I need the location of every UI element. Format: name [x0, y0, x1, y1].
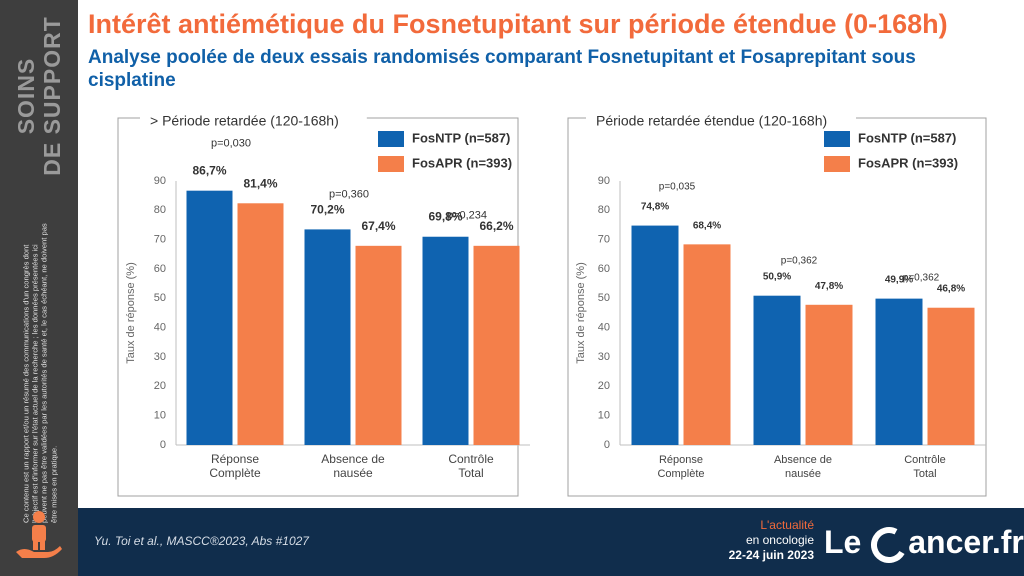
legend-label: FosAPR (n=393) — [412, 155, 512, 170]
x-tick-label: Complète — [209, 466, 261, 480]
sidebar: SOINS DE SUPPORT Ce contenu est un rappo… — [0, 0, 78, 576]
y-tick-label: 0 — [160, 439, 166, 451]
bar — [473, 245, 520, 445]
p-value-label: p=0,362 — [781, 256, 818, 267]
y-axis-label: Taux de réponse (%) — [575, 262, 587, 364]
data-label: 70,2% — [310, 202, 344, 216]
y-tick-label: 40 — [154, 322, 166, 334]
bar — [927, 307, 975, 445]
chart-panel-left: > Période retardée (120-168h) 0 10 20 30 40 50… — [117, 113, 530, 497]
charts-area: > Période retardée (120-168h) 0 10 20 30 40 50… — [117, 113, 987, 497]
citation: Yu. Toi et al., MASCC®2023, Abs #1027 — [94, 534, 309, 548]
legend-label: FosNTP (n=587) — [412, 130, 510, 145]
x-tick-label: nausée — [785, 468, 821, 480]
p-value-label: p=0,360 — [329, 188, 369, 200]
lecancer-logo[interactable]: Le ancer.fr — [824, 518, 1024, 566]
event-info: L'actualité en oncologie 22-24 juin 2023 — [729, 518, 814, 563]
x-tick-label: Total — [458, 466, 483, 480]
x-tick-label: Réponse — [211, 452, 259, 466]
x-tick-label: Complète — [657, 468, 704, 480]
chart-frame — [567, 117, 987, 497]
y-tick-label: 60 — [598, 263, 610, 275]
y-tick-label: 70 — [154, 234, 166, 246]
y-tick-label: 50 — [598, 292, 610, 304]
y-tick-label: 30 — [598, 351, 610, 363]
bar — [875, 298, 923, 445]
chart-panel-right: Période retardée étendue (120-168h) 0 10 20… — [567, 113, 987, 497]
data-label: 50,9% — [763, 272, 791, 283]
hand-person-icon — [16, 511, 62, 558]
p-value-label: p=0,030 — [211, 138, 251, 150]
x-tick-label: Réponse — [659, 454, 703, 466]
x-tick-label: nausée — [333, 466, 373, 480]
event-line1: L'actualité — [760, 518, 814, 532]
data-label: 47,8% — [815, 281, 843, 292]
data-label: 46,8% — [937, 284, 965, 295]
data-label: 66,2% — [479, 219, 513, 233]
bar — [683, 244, 731, 445]
y-tick-label: 70 — [598, 234, 610, 246]
x-tick-label: Contrôle — [904, 454, 946, 466]
event-line2: en oncologie — [745, 533, 814, 547]
y-tick-label: 90 — [598, 175, 610, 187]
y-tick-label: 80 — [598, 204, 610, 216]
logo-prefix: Le — [824, 524, 862, 560]
y-tick-label: 20 — [598, 380, 610, 392]
y-axis-label: Taux de réponse (%) — [125, 262, 137, 364]
x-tick-label: Contrôle — [448, 452, 494, 466]
bar — [631, 225, 679, 445]
bar — [753, 295, 801, 445]
footer: Yu. Toi et al., MASCC®2023, Abs #1027 L'… — [78, 508, 1024, 576]
data-label: 74,8% — [641, 202, 669, 213]
data-label: 86,7% — [192, 164, 226, 178]
data-label: 69,8% — [428, 210, 462, 224]
chart-frame — [117, 117, 519, 497]
legend-label: FosNTP (n=587) — [858, 130, 956, 145]
bar — [304, 229, 351, 445]
bar — [422, 236, 469, 445]
y-tick-label: 30 — [154, 351, 166, 363]
y-tick-label: 20 — [154, 380, 166, 392]
data-label: 49,9% — [885, 275, 913, 286]
data-label: 68,4% — [693, 220, 721, 231]
logo-ring-icon — [871, 526, 908, 563]
chart-title: Période retardée étendue (120-168h) — [596, 113, 827, 129]
bar — [805, 304, 853, 445]
legend-label: FosAPR (n=393) — [858, 155, 958, 170]
y-tick-label: 80 — [154, 204, 166, 216]
legend-swatch — [378, 131, 404, 147]
p-value-label: p=0,362 — [903, 273, 940, 284]
x-tick-label: Absence de — [321, 452, 385, 466]
y-tick-label: 60 — [154, 263, 166, 275]
bar — [355, 245, 402, 445]
p-value-label: p=0,035 — [659, 182, 696, 193]
logo-suffix: ancer.fr — [908, 524, 1024, 560]
legend-swatch — [824, 131, 850, 147]
x-tick-label: Total — [913, 468, 936, 480]
legend-swatch — [378, 156, 404, 172]
y-tick-label: 0 — [604, 439, 610, 451]
legend-swatch — [824, 156, 850, 172]
bar — [186, 190, 233, 445]
y-tick-label: 10 — [598, 410, 610, 422]
p-value-label: p=0,234 — [447, 210, 487, 222]
y-tick-label: 50 — [154, 292, 166, 304]
data-label: 67,4% — [361, 219, 395, 233]
y-tick-label: 90 — [154, 175, 166, 187]
chart-title: > Période retardée (120-168h) — [150, 113, 339, 129]
y-tick-label: 40 — [598, 322, 610, 334]
page-title: Intérêt antiémétique du Fosnetupitant su… — [88, 9, 948, 39]
data-label: 81,4% — [243, 176, 277, 190]
page-subtitle: Analyse poolée de deux essais randomisés… — [88, 47, 916, 91]
bar — [237, 203, 284, 445]
event-date: 22-24 juin 2023 — [728, 548, 814, 562]
y-tick-label: 10 — [154, 410, 166, 422]
x-tick-label: Absence de — [774, 454, 832, 466]
